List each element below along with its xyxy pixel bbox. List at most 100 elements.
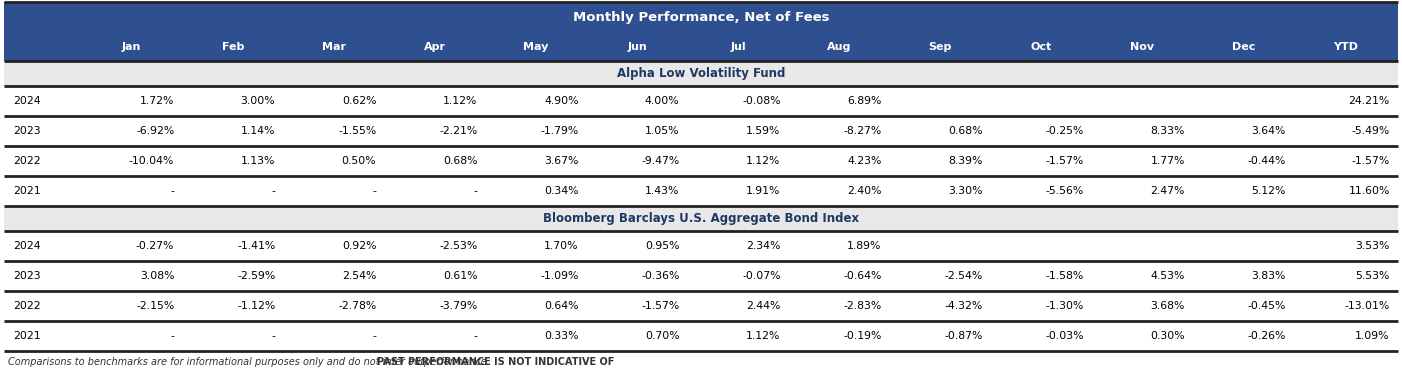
Text: Aug: Aug [827,42,851,52]
Text: -: - [474,186,478,196]
Text: -0.07%: -0.07% [742,271,781,281]
Text: 1.89%: 1.89% [847,241,882,251]
Text: -1.58%: -1.58% [1046,271,1084,281]
Text: 0.64%: 0.64% [544,301,579,311]
Text: 1.12%: 1.12% [443,96,478,106]
Text: -0.27%: -0.27% [136,241,174,251]
Text: -4.32%: -4.32% [945,301,983,311]
Text: 8.39%: 8.39% [948,156,983,166]
Text: Comparisons to benchmarks are for informational purposes only and do not infer o: Comparisons to benchmarks are for inform… [8,357,494,367]
Text: YTD: YTD [1333,42,1359,52]
Text: Bloomberg Barclays U.S. Aggregate Bond Index: Bloomberg Barclays U.S. Aggregate Bond I… [543,212,859,225]
Text: -2.83%: -2.83% [844,301,882,311]
Text: -1.30%: -1.30% [1046,301,1084,311]
Text: -: - [171,186,174,196]
Bar [4,146,1398,176]
Text: -1.55%: -1.55% [338,126,376,136]
Text: 2024: 2024 [13,96,41,106]
Text: 0.68%: 0.68% [443,156,478,166]
Bar [4,261,1398,291]
Text: Alpha Low Volatility Fund: Alpha Low Volatility Fund [617,67,785,80]
Text: 2.44%: 2.44% [746,301,781,311]
Text: 0.68%: 0.68% [948,126,983,136]
Text: -6.92%: -6.92% [136,126,174,136]
Text: 3.30%: 3.30% [948,186,983,196]
Text: -0.26%: -0.26% [1248,331,1286,341]
Text: -1.09%: -1.09% [540,271,579,281]
Text: 24.21%: 24.21% [1349,96,1389,106]
Text: 2.34%: 2.34% [746,241,781,251]
Text: -1.12%: -1.12% [237,301,275,311]
Text: 1.72%: 1.72% [140,96,174,106]
Bar [4,321,1398,351]
Bar [4,2,1398,32]
Text: 6.89%: 6.89% [847,96,882,106]
Text: 2023: 2023 [13,126,41,136]
Text: -0.87%: -0.87% [945,331,983,341]
Text: 11.60%: 11.60% [1349,186,1389,196]
Text: -: - [474,331,478,341]
Text: -0.45%: -0.45% [1248,301,1286,311]
Text: -: - [272,186,275,196]
Text: 1.43%: 1.43% [645,186,680,196]
Text: -0.44%: -0.44% [1248,156,1286,166]
Bar [4,291,1398,321]
Text: 2.54%: 2.54% [342,271,376,281]
Text: -8.27%: -8.27% [844,126,882,136]
Text: 2021: 2021 [13,186,41,196]
Text: Sep: Sep [928,42,952,52]
Text: 5.12%: 5.12% [1252,186,1286,196]
Text: -5.56%: -5.56% [1046,186,1084,196]
Text: 2.40%: 2.40% [847,186,882,196]
Text: Dec: Dec [1232,42,1255,52]
Text: 2022: 2022 [13,301,41,311]
Bar [4,206,1398,231]
Text: -10.04%: -10.04% [129,156,174,166]
Text: -1.57%: -1.57% [641,301,680,311]
Text: 0.61%: 0.61% [443,271,478,281]
Text: 0.33%: 0.33% [544,331,579,341]
Text: 0.30%: 0.30% [1150,331,1185,341]
Text: -1.57%: -1.57% [1352,156,1389,166]
Text: 2.47%: 2.47% [1151,186,1185,196]
Text: 1.77%: 1.77% [1151,156,1185,166]
Text: 1.91%: 1.91% [746,186,781,196]
Text: -2.59%: -2.59% [237,271,275,281]
Text: 1.05%: 1.05% [645,126,680,136]
Text: Apr: Apr [423,42,446,52]
Text: 3.67%: 3.67% [544,156,579,166]
Text: -1.41%: -1.41% [237,241,275,251]
Text: -: - [272,331,275,341]
Text: Oct: Oct [1030,42,1052,52]
Text: 2024: 2024 [13,241,41,251]
Text: 2023: 2023 [13,271,41,281]
Text: 3.83%: 3.83% [1252,271,1286,281]
Text: Feb: Feb [222,42,244,52]
Text: -: - [171,331,174,341]
Text: 0.92%: 0.92% [342,241,376,251]
Text: 1.12%: 1.12% [746,331,781,341]
Text: 3.08%: 3.08% [140,271,174,281]
Text: Monthly Performance, Net of Fees: Monthly Performance, Net of Fees [573,10,829,24]
Text: -: - [373,186,376,196]
Text: 0.70%: 0.70% [645,331,680,341]
Text: Mar: Mar [322,42,346,52]
Text: -13.01%: -13.01% [1345,301,1389,311]
Text: 2021: 2021 [13,331,41,341]
Bar [4,116,1398,146]
Text: 1.12%: 1.12% [746,156,781,166]
Text: 3.00%: 3.00% [241,96,275,106]
Text: 4.23%: 4.23% [847,156,882,166]
Text: 5.53%: 5.53% [1356,271,1389,281]
Text: May: May [523,42,548,52]
Text: 4.90%: 4.90% [544,96,579,106]
Text: -2.78%: -2.78% [338,301,376,311]
Text: 3.68%: 3.68% [1151,301,1185,311]
Text: -2.21%: -2.21% [439,126,478,136]
Text: 2022: 2022 [13,156,41,166]
Text: 1.59%: 1.59% [746,126,781,136]
Text: Jul: Jul [730,42,746,52]
Text: 4.00%: 4.00% [645,96,680,106]
Text: 1.14%: 1.14% [241,126,275,136]
Text: -0.03%: -0.03% [1046,331,1084,341]
